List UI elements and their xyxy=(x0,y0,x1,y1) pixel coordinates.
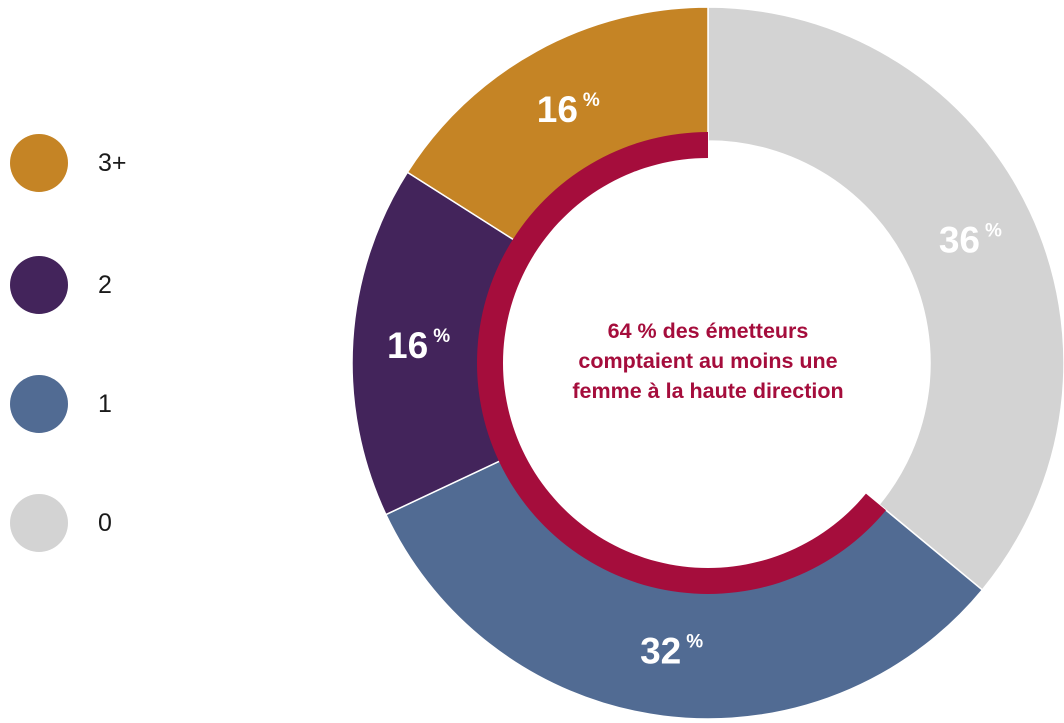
legend-item-3plus: 3+ xyxy=(10,134,127,192)
legend-label-0: 0 xyxy=(98,508,112,537)
legend-swatch-3plus xyxy=(10,134,68,192)
legend-swatch-0 xyxy=(10,494,68,552)
inner-disc xyxy=(486,141,930,585)
center-annotation-line-3: femme à la haute direction xyxy=(572,379,844,403)
slice-label-0: 36% xyxy=(939,220,1002,261)
center-annotation-line-1: 64 % des émetteurs xyxy=(607,319,809,343)
legend-label-1: 1 xyxy=(98,389,112,418)
legend-item-0: 0 xyxy=(10,494,112,552)
chart-legend: 3+ 2 1 0 xyxy=(0,0,200,723)
legend-item-1: 1 xyxy=(10,375,112,433)
legend-swatch-1 xyxy=(10,375,68,433)
slice-label-3plus: 16% xyxy=(537,89,600,130)
center-annotation: 64 % des émetteurs comptaient au moins u… xyxy=(548,316,868,406)
inner-ring-arc xyxy=(477,132,886,594)
center-annotation-line-2: comptaient au moins une xyxy=(578,349,838,373)
legend-label-3plus: 3+ xyxy=(98,148,127,177)
slice-label-1: 32% xyxy=(640,631,703,672)
legend-swatch-2 xyxy=(10,256,68,314)
slice-label-2: 16% xyxy=(387,325,450,366)
legend-item-2: 2 xyxy=(10,256,112,314)
legend-label-2: 2 xyxy=(98,270,112,299)
